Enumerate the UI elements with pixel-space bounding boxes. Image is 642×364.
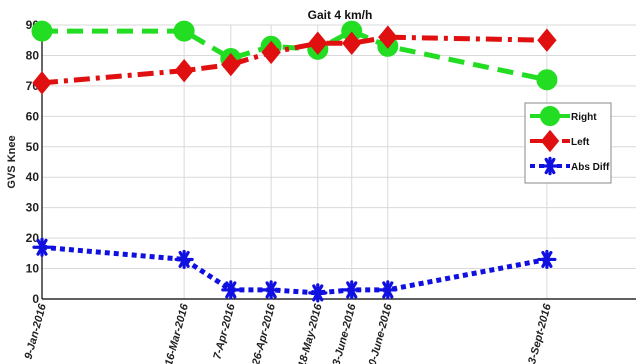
legend-label-left: Left bbox=[571, 137, 590, 148]
data-point-right bbox=[536, 69, 558, 91]
y-axis-title: GVS Knee bbox=[6, 135, 18, 188]
y-tick-label: 0 bbox=[32, 292, 39, 306]
data-point-right bbox=[31, 20, 53, 42]
legend-marker-right bbox=[540, 106, 560, 126]
data-point-abs-diff bbox=[537, 249, 557, 270]
x-tick-label: 18-May-2016 bbox=[296, 302, 325, 364]
series-line-abs-diff bbox=[41, 244, 548, 296]
data-point-left bbox=[221, 52, 241, 77]
data-point-left bbox=[342, 31, 362, 55]
data-point-abs-diff bbox=[378, 280, 398, 300]
data-point-left bbox=[32, 71, 52, 95]
y-tick-label: 60 bbox=[26, 109, 40, 123]
legend-marker-left bbox=[540, 129, 560, 153]
y-tick-label: 50 bbox=[26, 140, 40, 154]
y-tick-label: 40 bbox=[26, 170, 40, 184]
x-tick-label: 16-Mar-2016 bbox=[163, 302, 191, 364]
series-line-left bbox=[41, 34, 547, 86]
data-point-abs-diff bbox=[308, 283, 328, 303]
data-point-left bbox=[261, 40, 281, 65]
data-point-abs-diff bbox=[221, 280, 241, 300]
data-point-abs-diff bbox=[174, 249, 194, 270]
data-point-abs-diff bbox=[261, 280, 281, 300]
legend: Right Left Abs Diff bbox=[524, 102, 612, 184]
legend-label-right: Right bbox=[571, 112, 597, 123]
x-tick-label: 3-June-2016 bbox=[331, 302, 359, 364]
legend-marker-abs-diff bbox=[540, 156, 560, 176]
legend-label-abs-diff: Abs Diff bbox=[571, 162, 610, 173]
data-point-right bbox=[173, 20, 195, 42]
y-tick-label: 10 bbox=[26, 262, 40, 276]
x-axis: 9-Jan-2016 16-Mar-2016 7-Apr-2016 26-Apr-20… bbox=[23, 298, 636, 364]
data-point-left bbox=[308, 31, 328, 55]
data-point-left bbox=[174, 58, 194, 83]
y-tick-label: 30 bbox=[26, 201, 40, 215]
x-tick-label: 26-Apr-2016 bbox=[250, 302, 278, 364]
x-tick-label: 3-Sept-2016 bbox=[526, 302, 554, 364]
y-tick-label: 20 bbox=[26, 231, 40, 245]
y-tick-label: 80 bbox=[26, 48, 40, 62]
series-layer bbox=[31, 20, 558, 303]
x-tick-label: 7-Apr-2016 bbox=[211, 302, 238, 361]
data-point-left bbox=[378, 25, 398, 49]
chart-title: Gait 4 km/h bbox=[308, 8, 373, 22]
x-tick-label: 9-Jan-2016 bbox=[23, 302, 50, 361]
data-point-abs-diff bbox=[342, 280, 362, 300]
data-point-abs-diff bbox=[32, 237, 52, 257]
data-point-left bbox=[537, 28, 557, 52]
x-tick-label: 0-June-2016 bbox=[367, 302, 395, 364]
